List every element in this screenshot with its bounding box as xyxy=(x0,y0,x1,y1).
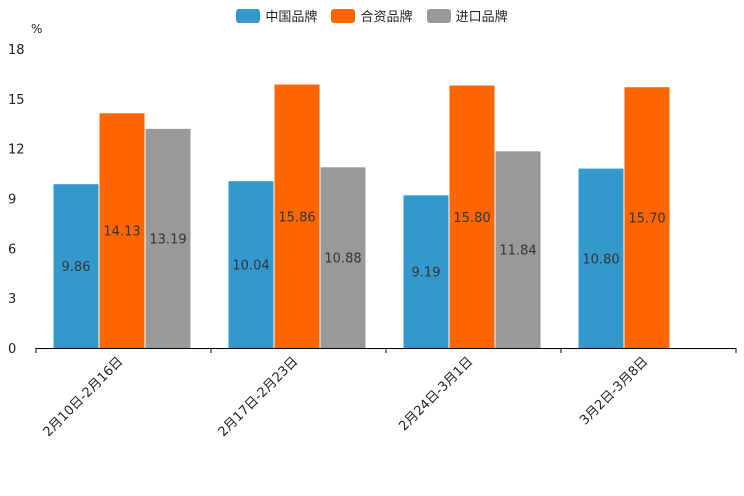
bar[interactable] xyxy=(228,181,274,348)
bar[interactable] xyxy=(403,195,449,348)
bar-value-label: 10.88 xyxy=(324,252,361,267)
bar-value-label: 15.80 xyxy=(453,211,490,226)
bars: 9.86 10.04 9.19 10.80 14.13 15.86 15.80 15.70 13… xyxy=(53,84,670,349)
legend-swatch-imported-brand xyxy=(426,8,451,23)
y-tick-label: 12 xyxy=(8,143,25,158)
x-axis: 2月10日-2月16日 2月17日-2月23日 2月24日-3月1日 3月2日-3月8… xyxy=(35,348,737,440)
y-unit-label: % xyxy=(31,22,42,36)
y-tick-label: 18 xyxy=(8,43,25,58)
bar[interactable] xyxy=(274,84,320,348)
bar[interactable] xyxy=(495,151,541,348)
legend-item-china-brand[interactable]: 中国品牌 xyxy=(236,6,317,25)
bar[interactable] xyxy=(449,85,495,349)
legend-swatch-china-brand xyxy=(236,8,261,23)
bar-value-label: 9.86 xyxy=(62,260,91,275)
bar-value-label: 11.84 xyxy=(499,244,536,259)
bar[interactable] xyxy=(578,168,624,348)
x-tick-label: 2月17日-2月23日 xyxy=(216,354,302,440)
bar-value-label: 15.70 xyxy=(628,212,665,227)
x-tick-label: 3月2日-3月8日 xyxy=(577,354,651,428)
y-tick-label: 9 xyxy=(8,193,16,208)
legend-item-joint-venture-brand[interactable]: 合资品牌 xyxy=(331,6,413,25)
x-tick-label: 2月10日-2月16日 xyxy=(41,354,127,440)
bar[interactable] xyxy=(624,87,670,348)
bar[interactable] xyxy=(99,113,145,348)
x-tick-label: 2月24日-3月1日 xyxy=(396,354,476,434)
bar-value-label: 15.86 xyxy=(278,210,315,225)
y-tick-label: 15 xyxy=(8,93,25,108)
bar[interactable] xyxy=(53,184,99,348)
legend-label-china-brand: 中国品牌 xyxy=(265,10,318,25)
bar-value-label: 13.19 xyxy=(149,232,186,247)
legend-label-imported-brand: 进口品牌 xyxy=(455,10,508,25)
bar-value-label: 10.04 xyxy=(232,259,269,274)
bar-value-label: 10.80 xyxy=(582,252,619,267)
y-tick-label: 0 xyxy=(8,342,16,357)
bar-value-label: 9.19 xyxy=(412,266,441,281)
bar-value-label: 14.13 xyxy=(103,225,140,240)
legend: 中国品牌 合资品牌 进口品牌 xyxy=(0,6,744,27)
y-tick-label: 3 xyxy=(8,292,16,307)
y-tick-label: 6 xyxy=(8,242,16,257)
y-axis: 0 3 6 9 12 15 18 xyxy=(8,43,25,357)
bar[interactable] xyxy=(320,167,366,348)
legend-swatch-joint-venture-brand xyxy=(331,8,356,23)
legend-item-imported-brand[interactable]: 进口品牌 xyxy=(426,6,508,25)
bar[interactable] xyxy=(145,128,191,348)
legend-label-joint-venture-brand: 合资品牌 xyxy=(360,10,413,25)
